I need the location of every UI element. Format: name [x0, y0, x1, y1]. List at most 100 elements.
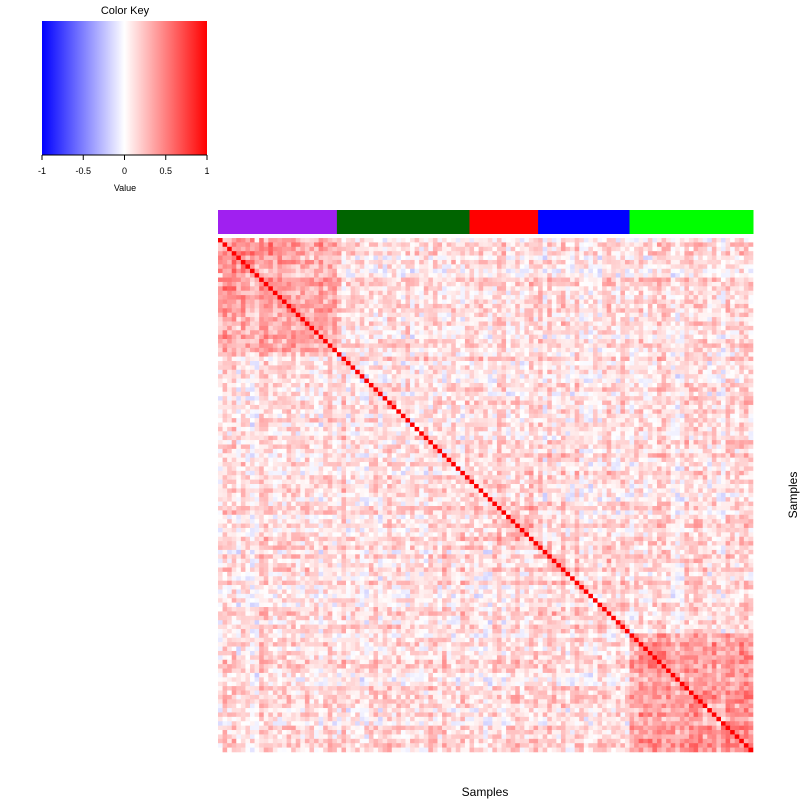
heatmap-cell — [341, 339, 347, 344]
heatmap-cell — [538, 286, 543, 292]
heatmap-cell — [442, 413, 447, 419]
heatmap-cell — [323, 343, 329, 349]
heatmap-cell — [432, 352, 438, 357]
heatmap-cell — [309, 277, 315, 283]
heatmap-cell — [620, 356, 626, 362]
heatmap-cell — [446, 251, 452, 256]
heatmap-cell — [716, 343, 722, 349]
heatmap-cell — [647, 374, 653, 379]
heatmap-cell — [455, 259, 461, 265]
heatmap-cell — [602, 347, 607, 353]
heatmap-cell — [350, 374, 356, 379]
heatmap-cell — [455, 238, 461, 243]
heatmap-cell — [400, 334, 406, 340]
heatmap-cell — [538, 321, 543, 327]
heatmap-cell — [291, 387, 297, 393]
heatmap-cell — [318, 400, 324, 406]
heatmap-cell — [533, 339, 539, 344]
heatmap-cell — [355, 356, 361, 362]
heatmap-cell — [560, 277, 566, 283]
heatmap-cell — [620, 281, 626, 287]
heatmap-cell — [638, 295, 644, 300]
heatmap-cell — [748, 343, 754, 349]
heatmap-cell — [592, 352, 598, 357]
heatmap-cell — [492, 400, 498, 406]
heatmap-cell — [510, 325, 516, 331]
heatmap-cell — [743, 361, 749, 366]
heatmap-cell — [218, 299, 223, 305]
heatmap-cell — [611, 286, 617, 292]
heatmap-cell — [519, 238, 525, 243]
heatmap-cell — [300, 356, 306, 362]
heatmap-cell — [442, 382, 447, 388]
heatmap-cell — [455, 295, 461, 300]
heatmap-cell — [538, 343, 543, 349]
heatmap-cell — [506, 382, 511, 388]
heatmap-cell — [492, 321, 498, 327]
heatmap-cell — [675, 365, 681, 371]
heatmap-cell — [519, 325, 525, 331]
heatmap-cell — [720, 418, 726, 423]
heatmap-cell — [460, 422, 466, 428]
heatmap-cell — [688, 303, 694, 309]
heatmap-cell — [524, 382, 530, 388]
heatmap-cell — [519, 286, 525, 292]
heatmap-cell — [419, 299, 425, 305]
heatmap-cell — [464, 251, 470, 256]
heatmap-cell — [570, 268, 575, 274]
heatmap-cell — [405, 295, 411, 300]
heatmap-cell — [647, 308, 653, 313]
heatmap-cell — [378, 396, 383, 401]
heatmap-cell — [551, 347, 557, 353]
heatmap-cell — [528, 246, 534, 252]
heatmap-cell — [373, 422, 379, 428]
heatmap-cell — [245, 286, 251, 292]
heatmap-cell — [684, 343, 690, 349]
heatmap-cell — [286, 396, 292, 401]
heatmap-cell — [643, 343, 649, 349]
heatmap-cell — [574, 255, 580, 261]
heatmap-cell — [314, 387, 319, 393]
heatmap-cell — [556, 387, 562, 393]
heatmap-cell — [579, 317, 585, 322]
heatmap-cell — [469, 396, 475, 401]
heatmap-cell — [679, 246, 685, 252]
heatmap-cell — [428, 303, 434, 309]
heatmap-cell — [638, 365, 644, 371]
heatmap-cell — [286, 312, 292, 318]
heatmap-cell — [565, 343, 571, 349]
heatmap-cell — [570, 418, 575, 423]
heatmap-cell — [547, 242, 553, 248]
heatmap-cell — [437, 347, 443, 353]
heatmap-cell — [588, 251, 594, 256]
heatmap-cell — [634, 356, 639, 362]
heatmap-cell — [428, 321, 434, 327]
heatmap-cell — [515, 378, 521, 384]
heatmap-cell — [400, 374, 406, 379]
heatmap-cell — [615, 391, 621, 397]
heatmap-cell — [492, 352, 498, 357]
heatmap-cell — [684, 404, 690, 410]
heatmap-cell — [656, 290, 662, 296]
heatmap-cell — [400, 413, 406, 419]
heatmap-cell — [634, 325, 639, 331]
heatmap-cell — [222, 422, 228, 428]
heatmap-cell — [314, 374, 319, 379]
heatmap-cell — [615, 400, 621, 406]
heatmap-cell — [556, 361, 562, 366]
heatmap-cell — [327, 418, 333, 423]
heatmap-cell — [670, 290, 676, 296]
heatmap-cell — [300, 396, 306, 401]
heatmap-cell — [483, 325, 489, 331]
heatmap-cell — [693, 286, 699, 292]
heatmap-cell — [698, 356, 703, 362]
heatmap-cell — [428, 356, 434, 362]
heatmap-cell — [378, 330, 383, 335]
heatmap-cell — [419, 356, 425, 362]
heatmap-cell — [634, 238, 639, 243]
heatmap-cell — [314, 422, 319, 428]
heatmap-cell — [679, 242, 685, 248]
heatmap-cell — [629, 365, 635, 371]
heatmap-cell — [464, 409, 470, 415]
heatmap-cell — [451, 404, 457, 410]
